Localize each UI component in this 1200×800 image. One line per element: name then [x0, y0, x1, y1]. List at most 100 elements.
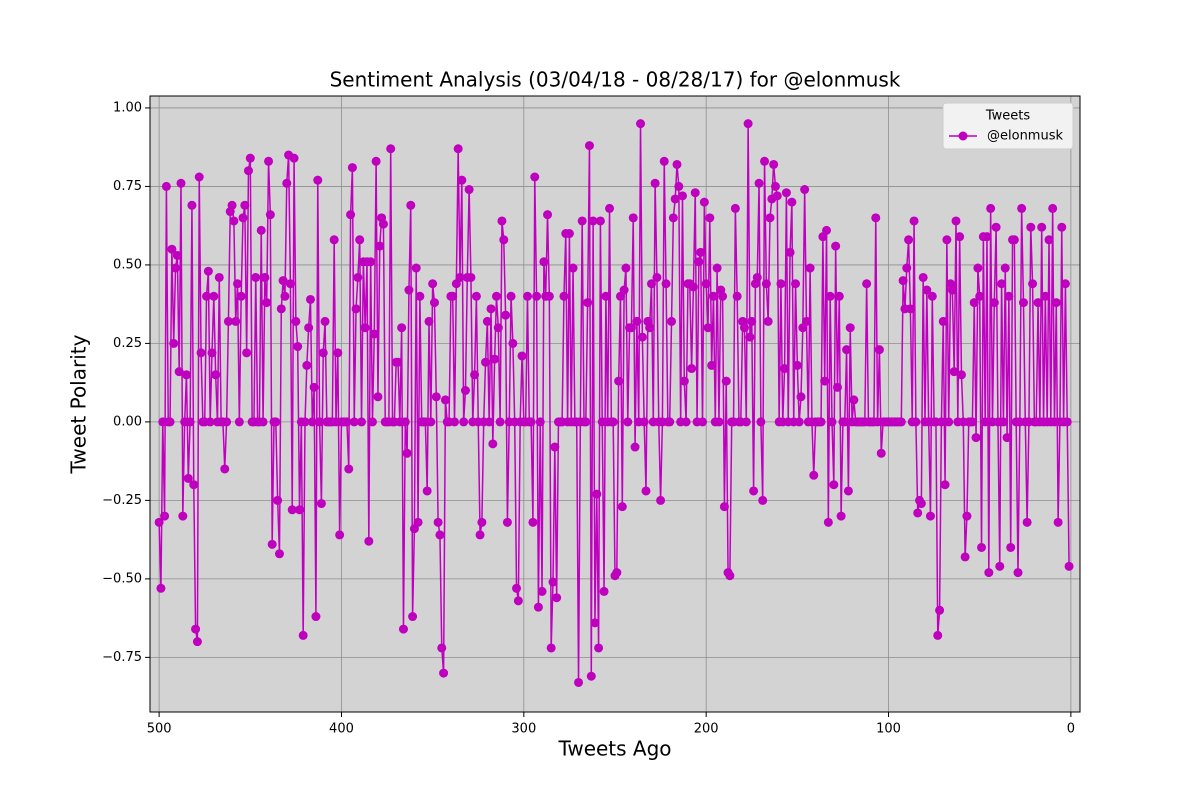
point	[245, 153, 255, 163]
point	[707, 360, 717, 370]
point	[1051, 298, 1061, 308]
point	[1044, 235, 1054, 245]
point	[741, 417, 751, 427]
point	[501, 310, 511, 320]
y-tick-label: 1.00	[113, 100, 142, 115]
point	[949, 367, 959, 377]
y-tick-label: 0.75	[113, 179, 142, 194]
point	[699, 197, 709, 207]
x-tick-label: 200	[694, 722, 719, 737]
point	[307, 417, 317, 427]
point	[497, 216, 507, 226]
point	[825, 291, 835, 301]
point	[677, 191, 687, 201]
point	[320, 316, 330, 326]
legend-label: @elonmusk	[987, 129, 1063, 144]
data	[154, 119, 1074, 687]
y-tick-label: 0.50	[113, 257, 142, 272]
point	[191, 624, 201, 634]
point	[796, 392, 806, 402]
point	[548, 577, 558, 587]
point	[862, 279, 872, 289]
point	[227, 200, 237, 210]
point	[849, 395, 859, 405]
point	[398, 624, 408, 634]
point	[955, 232, 965, 242]
point	[832, 382, 842, 392]
point	[975, 291, 985, 301]
point	[705, 213, 715, 223]
point	[896, 417, 906, 427]
x-axis-label: Tweets Ago	[557, 737, 671, 761]
point	[185, 417, 195, 427]
point	[703, 323, 713, 333]
point	[402, 448, 412, 458]
point	[448, 291, 458, 301]
point	[466, 272, 476, 282]
y-tick-label: 0.00	[113, 414, 142, 429]
point	[481, 357, 491, 367]
point	[612, 568, 622, 578]
point	[584, 141, 594, 151]
point	[758, 495, 768, 505]
point	[592, 489, 602, 499]
point	[413, 517, 423, 527]
point	[222, 417, 232, 427]
y-axis-label: Tweet Polarity	[67, 334, 91, 474]
point	[176, 178, 186, 188]
point	[495, 417, 505, 427]
point	[670, 194, 680, 204]
point	[902, 263, 912, 273]
point	[167, 244, 177, 254]
point	[785, 247, 795, 257]
point	[490, 354, 500, 364]
point	[526, 417, 536, 427]
point	[429, 298, 439, 308]
y-tick-label: −0.50	[102, 571, 142, 586]
point	[233, 279, 243, 289]
point	[262, 298, 272, 308]
point	[486, 304, 496, 314]
point	[544, 291, 554, 301]
point	[214, 272, 224, 282]
point	[439, 668, 449, 678]
point	[552, 593, 562, 603]
point	[459, 417, 469, 427]
point	[273, 495, 283, 505]
point	[289, 153, 299, 163]
point	[927, 291, 937, 301]
point	[304, 323, 314, 333]
point	[947, 285, 957, 295]
point	[743, 119, 753, 129]
point	[256, 225, 266, 235]
point	[404, 285, 414, 295]
point	[422, 486, 432, 496]
point	[730, 203, 740, 213]
point	[772, 191, 782, 201]
point	[533, 602, 543, 612]
point	[632, 316, 642, 326]
point	[243, 166, 253, 176]
point	[291, 316, 301, 326]
point	[574, 677, 584, 687]
point	[639, 417, 649, 427]
point	[770, 181, 780, 191]
point	[1002, 433, 1012, 443]
point	[522, 291, 532, 301]
point	[745, 332, 755, 342]
point	[1000, 263, 1010, 273]
point	[1057, 222, 1067, 232]
point	[672, 159, 682, 169]
point	[718, 291, 728, 301]
point	[995, 561, 1005, 571]
point	[355, 235, 365, 245]
point	[440, 395, 450, 405]
point	[344, 464, 354, 474]
point	[1037, 222, 1047, 232]
point	[871, 213, 881, 223]
point	[980, 417, 990, 427]
point	[967, 417, 977, 427]
point	[539, 257, 549, 267]
point	[763, 316, 773, 326]
